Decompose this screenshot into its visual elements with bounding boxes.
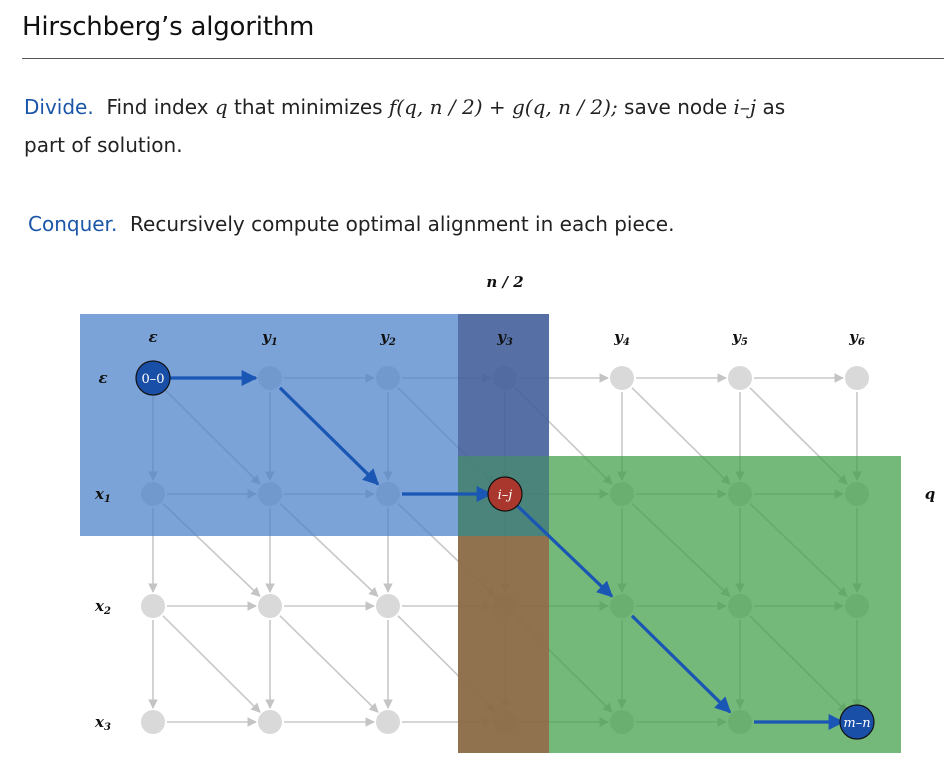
start-node (135, 360, 171, 396)
divide-q: q (214, 95, 228, 119)
grid-node (258, 594, 282, 618)
grid-node (258, 710, 282, 734)
edge-d (162, 615, 261, 713)
col-label-6: y6 (848, 328, 865, 348)
end-node (839, 704, 875, 740)
title-divider (22, 58, 944, 59)
row-label-2: x2 (94, 597, 111, 617)
divide-text-b: that minimizes (234, 95, 383, 119)
subproblem-regions (80, 314, 901, 753)
grid-node (610, 366, 634, 390)
column-header-n-half: n / 2 (486, 273, 523, 291)
path-edge (630, 614, 732, 714)
grid-node (845, 366, 869, 390)
conquer-line: Conquer. Recursively compute optimal ali… (28, 212, 674, 236)
conquer-text: Recursively compute optimal alignment in… (130, 212, 675, 236)
divide-keyword: Divide. (24, 95, 94, 119)
start-node-label: 0–0 (141, 372, 164, 387)
middle-node-label: i–j (498, 488, 513, 503)
middle-column-lower-band (458, 536, 549, 753)
grid-node (376, 710, 400, 734)
row-marker-q: q (925, 485, 936, 503)
divide-formula: f(q, n / 2) + g(q, n / 2); (388, 95, 618, 119)
grid-node (141, 594, 165, 618)
divide-text-a: Find index (106, 95, 209, 119)
grid-node (728, 366, 752, 390)
conquer-keyword: Conquer. (28, 212, 118, 236)
divide-text-c: save node (624, 95, 728, 119)
highlighted-nodes: 0–0 i–j m–n (135, 360, 875, 740)
row-label-3: x3 (94, 713, 111, 733)
divide-line: Divide. Find index q that minimizes f(q,… (24, 95, 785, 119)
divide-node: i–j (733, 95, 757, 119)
path-edge (278, 386, 380, 486)
end-node-label: m–n (843, 716, 870, 731)
col-label-4: y4 (613, 328, 630, 348)
optimal-path (167, 370, 845, 730)
grid-node (141, 710, 165, 734)
middle-node (487, 476, 523, 512)
col-label-0: ε (148, 328, 157, 346)
divide-line-2: part of solution. (24, 133, 183, 157)
edge-d (279, 615, 379, 713)
divide-text-d: as (762, 95, 786, 119)
col-label-5: y5 (731, 328, 748, 348)
row-label-0: ε (98, 369, 107, 387)
grid-node (376, 594, 400, 618)
path-edge (514, 502, 614, 598)
slide-title: Hirschberg’s algorithm (22, 12, 315, 42)
